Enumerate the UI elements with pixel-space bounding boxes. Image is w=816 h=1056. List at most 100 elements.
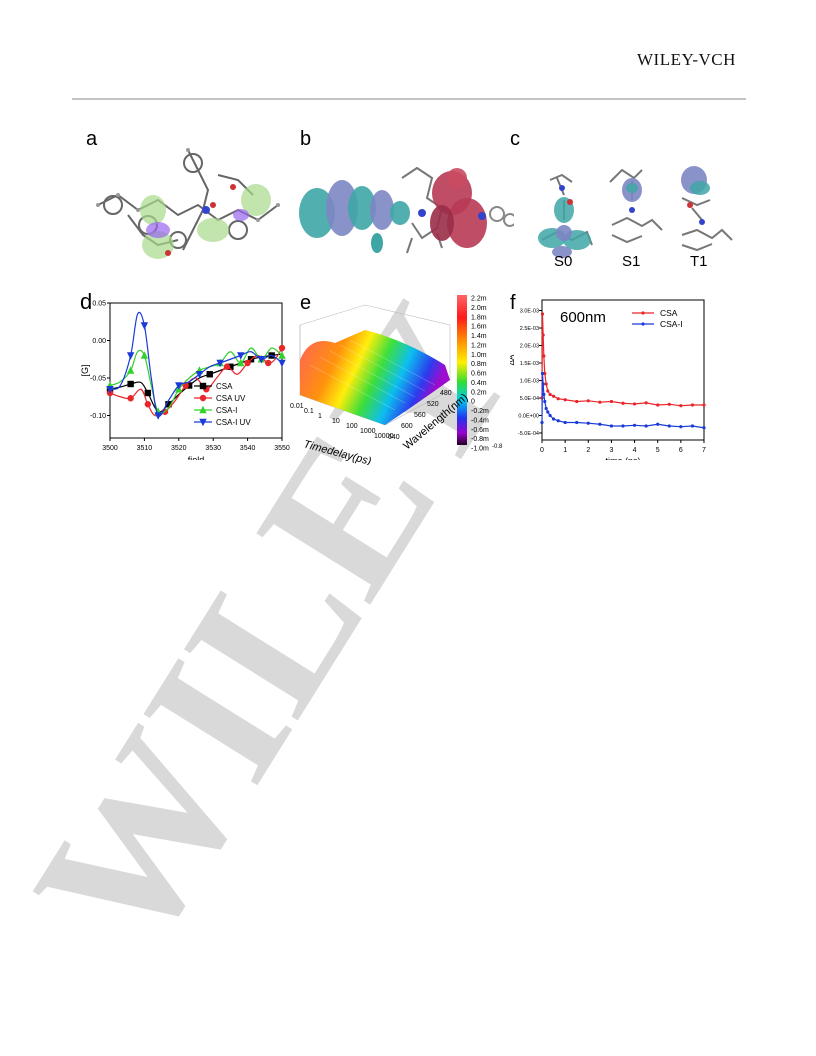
f-xtick-label: 0 bbox=[540, 447, 544, 454]
colorbar bbox=[457, 295, 467, 445]
e-colorbar-label: 1.0m bbox=[471, 352, 487, 359]
f-data-point bbox=[621, 401, 625, 405]
d-data-point bbox=[165, 401, 172, 408]
e-colorbar-label: -0.8m bbox=[471, 436, 489, 443]
f-xtick-label: 3 bbox=[609, 447, 613, 454]
f-data-point bbox=[551, 394, 556, 398]
d-xtick-label: 3550 bbox=[274, 445, 290, 452]
d-ytick-label: 0.05 bbox=[92, 301, 106, 308]
f-data-point bbox=[679, 404, 683, 408]
f-data-point bbox=[544, 382, 548, 386]
d-data-point bbox=[237, 352, 245, 360]
f-data-point bbox=[702, 403, 706, 407]
state-label-s0: S0 bbox=[554, 253, 572, 270]
f-series-1 bbox=[540, 371, 706, 430]
d-data-point bbox=[144, 401, 152, 408]
d-legend-marker bbox=[199, 394, 207, 402]
d-legend-marker bbox=[199, 405, 207, 414]
d-legend-label: CSA UV bbox=[216, 394, 246, 403]
f-data-point bbox=[548, 413, 552, 418]
f-data-point bbox=[542, 354, 546, 358]
chart-f-kinetics: 0 1 2 3 4 5 6 7 3.0E-03 2.5E-03 2.0E-03 1.5E-03 1.0E… bbox=[510, 299, 706, 460]
d-data-point bbox=[278, 359, 286, 368]
f-data-point bbox=[541, 333, 545, 337]
e-colorbar-label: 0.2m bbox=[471, 389, 487, 396]
f-data-point bbox=[575, 420, 579, 425]
e-xlabel: Timedelay(ps) bbox=[302, 438, 373, 465]
d-data-point bbox=[244, 359, 251, 367]
d-data-point bbox=[257, 356, 266, 364]
d-legend-marker bbox=[199, 418, 207, 427]
d-data-point bbox=[237, 358, 245, 367]
e-ytick-label: 560 bbox=[414, 412, 426, 419]
f-data-point bbox=[667, 402, 671, 406]
f-data-point bbox=[702, 426, 706, 430]
f-data-point bbox=[540, 420, 544, 425]
d-data-point bbox=[223, 363, 231, 370]
d-xtick-label: 3540 bbox=[240, 445, 256, 452]
d-data-point bbox=[144, 389, 152, 397]
f-data-point bbox=[556, 397, 560, 401]
e-xtick-label: 10000 bbox=[374, 433, 394, 440]
d-data-point bbox=[126, 352, 135, 360]
e-xtick-label: 0.01 bbox=[290, 403, 304, 410]
d-data-point bbox=[206, 371, 213, 378]
f-ytick-label: 3.0E-03 bbox=[520, 309, 539, 315]
f-ylabel: ΔA bbox=[510, 354, 516, 365]
f-data-point bbox=[548, 392, 552, 397]
d-series-line bbox=[109, 311, 283, 417]
e-colorbar-label: 1.2m bbox=[471, 342, 487, 349]
f-ytick-label: -5.0E-04 bbox=[518, 431, 539, 437]
f-xtick-label: 7 bbox=[702, 447, 706, 454]
e-colorbar-label: -1.0m bbox=[471, 446, 489, 453]
e-colorbar-label: 1.8m bbox=[471, 314, 487, 321]
e-colorbar-label: -0.2m bbox=[471, 408, 489, 415]
f-ytick-label: 2.0E-03 bbox=[520, 344, 539, 350]
panel-b-label: b bbox=[300, 128, 312, 150]
f-data-point bbox=[540, 312, 545, 316]
d-series-line bbox=[109, 347, 283, 414]
f-data-point bbox=[542, 392, 546, 397]
d-data-point bbox=[227, 363, 234, 370]
e-colorbar-extra-label: -0.8 bbox=[492, 444, 503, 450]
f-legend-label: CSA-I bbox=[660, 319, 683, 329]
d-data-point bbox=[126, 366, 135, 374]
e-colorbar-label: 0.4m bbox=[471, 380, 487, 387]
d-data-point bbox=[185, 382, 193, 389]
e-colorbar-label: 2.2m bbox=[471, 296, 487, 303]
e-ytick-label: 640 bbox=[388, 434, 400, 441]
f-data-point bbox=[679, 425, 683, 429]
f-data-point bbox=[656, 422, 660, 426]
f-data-point bbox=[656, 403, 660, 407]
e-colorbar-label: 0.8m bbox=[471, 361, 487, 368]
f-data-point bbox=[541, 382, 545, 386]
e-ytick-label: 600 bbox=[401, 423, 413, 430]
panel-e-label: e bbox=[300, 292, 312, 314]
e-colorbar-label: 0.6m bbox=[471, 371, 487, 378]
state-label-s1: S1 bbox=[622, 253, 640, 270]
f-data-point bbox=[575, 399, 579, 404]
d-xtick-label: 3530 bbox=[205, 445, 221, 452]
d-data-point bbox=[195, 371, 204, 379]
f-xtick-label: 2 bbox=[586, 447, 590, 454]
d-legend-marker bbox=[199, 382, 207, 390]
f-data-point bbox=[667, 424, 671, 428]
d-series-3 bbox=[106, 311, 286, 420]
d-data-point bbox=[140, 351, 149, 359]
chart-e-surface: 2.2m 2.0m 1.8m 1.6m 1.4m 1.2m 1.0m 0.8m 0.6m 0.4m… bbox=[290, 295, 503, 465]
d-data-point bbox=[216, 359, 224, 368]
f-data-point bbox=[690, 403, 695, 407]
f-xtick-label: 4 bbox=[633, 447, 637, 454]
e-colorbar-label: 2.0m bbox=[471, 305, 487, 312]
d-data-point bbox=[265, 359, 272, 367]
d-data-point bbox=[127, 395, 134, 402]
panel-a-label: a bbox=[86, 128, 98, 150]
f-series-0 bbox=[540, 312, 706, 408]
d-legend-label: CSA-I bbox=[216, 406, 237, 415]
d-legend-label: CSA-I UV bbox=[216, 418, 251, 427]
d-ylabel: [G] bbox=[80, 364, 90, 376]
d-data-point bbox=[154, 412, 162, 420]
f-data-point bbox=[586, 421, 590, 425]
f-data-point bbox=[544, 406, 548, 411]
